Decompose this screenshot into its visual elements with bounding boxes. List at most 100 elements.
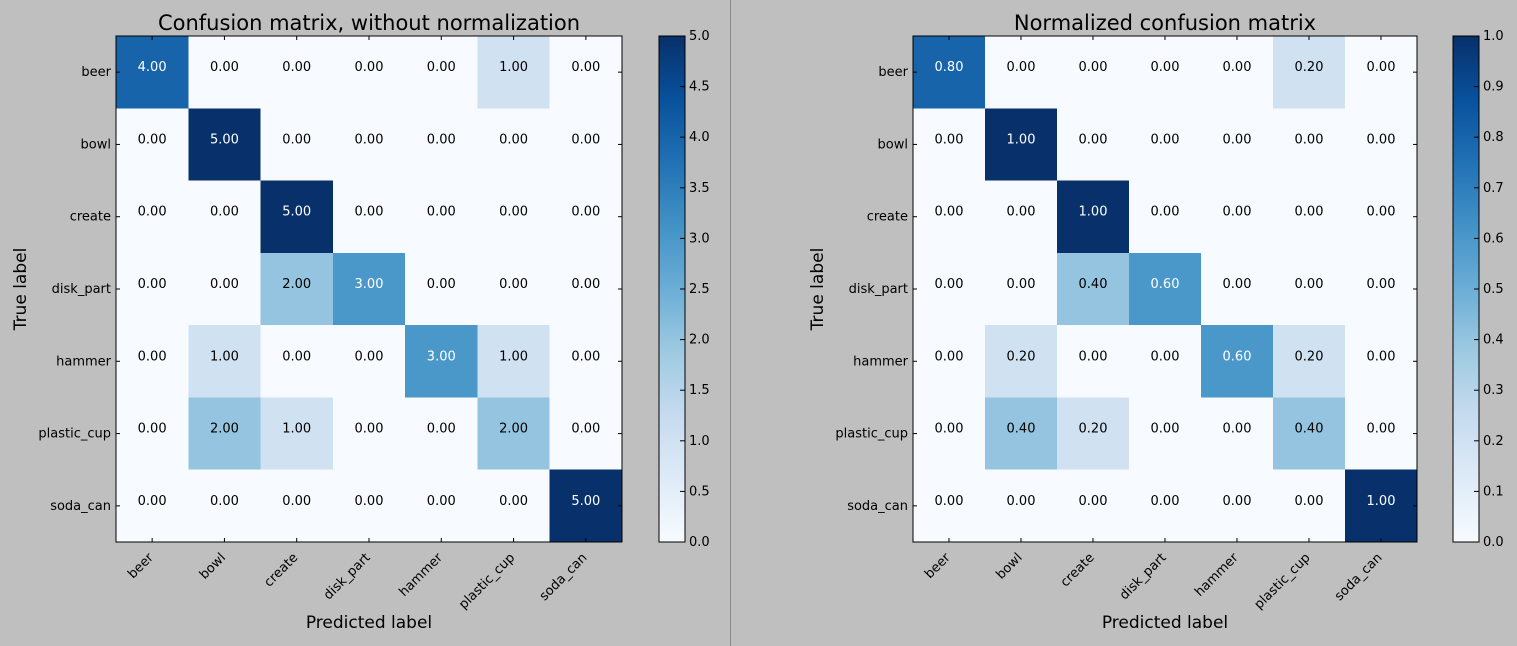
y-tick-label: disk_part [849, 282, 908, 297]
cell-value-label: 0.00 [138, 132, 167, 147]
cell-value-label: 0.00 [1007, 494, 1036, 509]
cell-value-label: 0.00 [1367, 132, 1396, 147]
heatmap-cell [1345, 36, 1418, 109]
colorbar-tick-label: 3.5 [689, 181, 710, 196]
cell-value-label: 0.00 [282, 494, 311, 509]
cell-value-label: 0.00 [427, 422, 456, 437]
heatmap-cell [477, 252, 551, 326]
heatmap-cell [985, 469, 1058, 543]
cell-value-label: 0.00 [138, 277, 167, 292]
colorbar-tick-label: 4.5 [689, 80, 710, 95]
colorbar-tick-label: 0.0 [689, 535, 710, 550]
chart-title-raw: Confusion matrix, without normalization [158, 11, 580, 35]
cell-value-label: 0.00 [355, 132, 384, 147]
cell-value-label: 0.00 [499, 132, 528, 147]
colorbar-tick-label: 2.5 [689, 282, 710, 297]
cell-value-label: 0.00 [1367, 60, 1396, 75]
y-tick-label: soda_can [50, 499, 111, 514]
cell-value-label: 0.00 [935, 277, 964, 292]
heatmap-cell [332, 180, 406, 254]
heatmap-cell [188, 252, 262, 326]
y-axis-label: True label [808, 248, 828, 332]
cell-value-label: 0.00 [1007, 205, 1036, 220]
panel-divider [730, 0, 731, 646]
cell-value-label: 0.00 [1079, 60, 1108, 75]
x-axis-label: Predicted label [1102, 613, 1228, 633]
y-tick-label: disk_part [52, 282, 111, 297]
heatmap-cell [913, 252, 986, 326]
cell-value-label: 0.00 [1223, 132, 1252, 147]
heatmap-cell [332, 108, 406, 182]
heatmap-cell [116, 325, 189, 398]
cell-value-label: 0.00 [210, 277, 239, 292]
y-tick-label: hammer [56, 354, 112, 369]
cell-value-label: 0.80 [935, 60, 964, 75]
cell-value-label: 0.00 [571, 205, 600, 220]
cell-value-label: 0.00 [427, 205, 456, 220]
heatmap-cell [188, 397, 262, 471]
heatmap-cell [913, 36, 986, 109]
cell-value-label: 1.00 [1079, 205, 1108, 220]
x-tick-label: hammer [1192, 550, 1242, 600]
colorbar-tick-label: 1.0 [1483, 29, 1504, 44]
cell-value-label: 0.00 [571, 60, 600, 75]
heatmap-cell [405, 36, 478, 109]
heatmap-cell [1273, 252, 1346, 326]
cell-value-label: 0.00 [138, 349, 167, 364]
cell-value-label: 0.00 [1151, 494, 1180, 509]
y-tick-label: beer [81, 65, 111, 80]
cell-value-label: 0.00 [427, 277, 456, 292]
heatmap-cell [116, 108, 189, 182]
heatmap-cell [332, 252, 406, 326]
cell-value-label: 0.00 [499, 205, 528, 220]
cell-value-label: 2.00 [282, 277, 311, 292]
heatmap-cell [477, 180, 551, 254]
heatmap-cell [1201, 108, 1274, 182]
heatmap-cell [549, 397, 623, 471]
heatmap-cell [1129, 36, 1202, 109]
x-tick-label: bowl [993, 550, 1025, 582]
heatmap-cell [116, 397, 189, 471]
x-tick-label: plastic_cup [456, 550, 518, 612]
heatmap-cell [549, 108, 623, 182]
heatmap-cell [1057, 252, 1130, 326]
cell-value-label: 0.40 [1295, 422, 1324, 437]
heatmap-cell [1129, 108, 1202, 182]
cell-value-label: 0.00 [427, 132, 456, 147]
cell-value-label: 0.00 [282, 349, 311, 364]
colorbar-tick-label: 1.0 [689, 434, 710, 449]
y-tick-label: bowl [878, 137, 908, 152]
cell-value-label: 0.00 [427, 60, 456, 75]
heatmap-cell [405, 108, 478, 182]
heatmap-cell [985, 36, 1058, 109]
x-tick-label: create [1058, 550, 1098, 590]
heatmap-cell [405, 180, 478, 254]
heatmap-cell [332, 36, 406, 109]
y-tick-label: soda_can [847, 499, 908, 514]
heatmap-cell [116, 252, 189, 326]
colorbar-tick-label: 4.0 [689, 130, 710, 145]
colorbar-tick-label: 0.3 [1483, 383, 1504, 398]
heatmap-cell [1129, 469, 1202, 543]
cell-value-label: 0.00 [1151, 132, 1180, 147]
cell-value-label: 0.00 [282, 132, 311, 147]
heatmap-cell [1345, 108, 1418, 182]
heatmap-cell [1057, 108, 1130, 182]
colorbar-tick-label: 0.1 [1483, 484, 1504, 499]
cell-value-label: 0.00 [1151, 205, 1180, 220]
cell-value-label: 0.00 [935, 494, 964, 509]
heatmap-cell [985, 108, 1058, 182]
heatmap-cell [188, 36, 262, 109]
cell-value-label: 0.00 [571, 277, 600, 292]
heatmap-cell [985, 252, 1058, 326]
colorbar-tick-label: 0.5 [1483, 282, 1504, 297]
heatmap-cell [260, 108, 334, 182]
cell-value-label: 1.00 [499, 349, 528, 364]
colorbar-tick-label: 3.0 [689, 231, 710, 246]
heatmap-cell [1201, 36, 1274, 109]
cell-value-label: 0.00 [1079, 132, 1108, 147]
x-tick-label: beer [922, 550, 954, 582]
heatmap-cell [1057, 180, 1130, 254]
x-tick-label: soda_can [537, 550, 591, 604]
heatmap-cell [1273, 325, 1346, 398]
